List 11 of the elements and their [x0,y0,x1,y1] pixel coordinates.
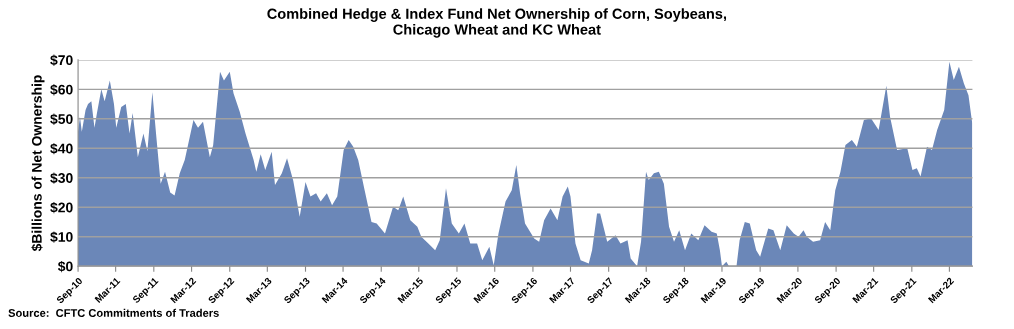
y-tick-label: $30 [50,172,73,184]
source-note: Source: CFTC Commitments of Traders [8,308,219,317]
y-tick-label: $40 [50,143,73,155]
y-tick-label: $60 [50,84,73,96]
y-tick-label: $70 [50,54,73,66]
y-tick-label: $0 [57,260,73,273]
y-axis-title: $Billions of Net Ownership [31,75,45,252]
chart-title: Combined Hedge & Index Fund Net Ownership of Corn, Soybeans, Chicago Wheat and KC Wheat [267,8,727,38]
y-tick-label: $10 [50,231,73,243]
y-tick-label: $20 [50,201,73,214]
y-tick-label: $50 [50,113,73,125]
